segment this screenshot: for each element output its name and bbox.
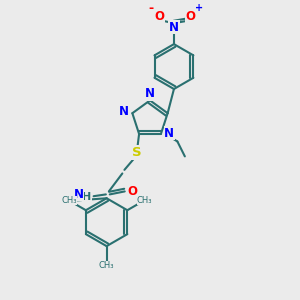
Text: O: O <box>128 185 137 198</box>
Text: O: O <box>185 10 195 23</box>
Text: O: O <box>154 10 165 23</box>
Text: N: N <box>164 127 174 140</box>
Text: N: N <box>169 21 179 34</box>
Text: N: N <box>119 105 129 118</box>
Text: CH₃: CH₃ <box>137 196 152 205</box>
Text: CH₃: CH₃ <box>99 261 114 270</box>
Text: N: N <box>74 188 84 201</box>
Text: +: + <box>195 3 203 13</box>
Text: N: N <box>144 87 154 100</box>
Text: H: H <box>82 192 91 202</box>
Text: -: - <box>148 2 154 15</box>
Text: S: S <box>132 146 142 159</box>
Text: CH₃: CH₃ <box>61 196 76 205</box>
